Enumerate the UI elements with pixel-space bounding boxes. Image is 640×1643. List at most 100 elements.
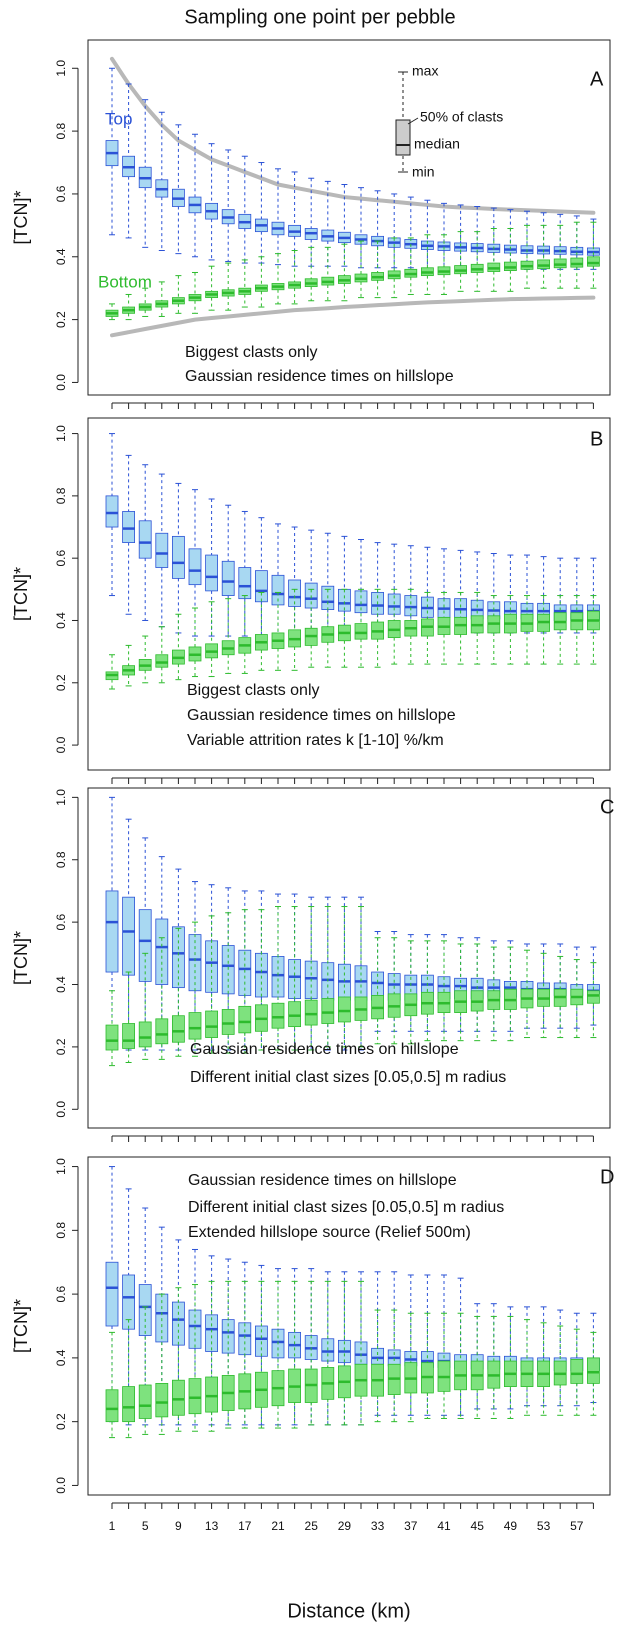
y-tick-label: 0.2	[54, 1413, 68, 1430]
annotation: Biggest clasts only	[187, 682, 320, 699]
annotation: Different initial clast sizes [0.05,0.5]…	[188, 1199, 504, 1216]
box	[155, 1018, 169, 1045]
box	[138, 520, 152, 559]
box	[122, 1023, 135, 1049]
box	[188, 548, 202, 586]
box	[171, 535, 185, 579]
y-tick-label: 0.4	[54, 1349, 68, 1366]
y-tick-label: 0.0	[54, 1101, 68, 1118]
key-leader	[407, 117, 419, 125]
x-tick-label: 9	[175, 1519, 182, 1533]
y-tick-label: 0.8	[54, 1222, 68, 1239]
y-tick-label: 0.2	[54, 1038, 68, 1055]
box	[570, 1359, 584, 1384]
x-axis-label: Distance (km)	[287, 1600, 410, 1622]
box	[587, 256, 600, 267]
y-tick-label: 0.0	[54, 1477, 68, 1494]
key-label: median	[414, 136, 460, 152]
x-tick-label: 57	[570, 1519, 584, 1533]
box	[138, 1021, 152, 1048]
x-tick-label: 41	[437, 1519, 451, 1533]
x-tick-label: 13	[205, 1519, 219, 1533]
box	[404, 595, 418, 617]
box	[271, 1002, 285, 1029]
box	[205, 554, 219, 592]
plot-frame	[87, 1156, 611, 1496]
key-label: min	[412, 164, 435, 180]
y-tick-label: 0.6	[54, 185, 68, 202]
series-label: Top	[105, 109, 132, 128]
box	[205, 1010, 219, 1038]
x-tick-label: 25	[305, 1519, 319, 1533]
box	[221, 560, 235, 596]
box	[238, 567, 252, 600]
box	[105, 1261, 119, 1327]
annotation: Gaussian residence times on hillslope	[187, 707, 456, 724]
panel-label: A	[590, 68, 604, 90]
y-axis-label: [TCN]*	[11, 191, 31, 245]
annotation: Extended hillslope source (Relief 500m)	[188, 1224, 471, 1241]
box	[304, 999, 318, 1026]
panel-label: C	[600, 796, 614, 818]
y-tick-label: 0.8	[54, 122, 68, 139]
y-tick-label: 0.2	[54, 311, 68, 328]
key: max 50% of clasts median min	[395, 63, 503, 180]
x-tick-label: 45	[471, 1519, 485, 1533]
x-tick-label: 49	[504, 1519, 518, 1533]
box	[138, 909, 152, 982]
key-label: max	[412, 63, 438, 79]
box	[188, 1378, 202, 1415]
y-tick-label: 0.6	[54, 913, 68, 930]
x-tick-label: 33	[371, 1519, 385, 1533]
box	[171, 1379, 185, 1416]
box	[138, 1384, 152, 1419]
x-tick-label: 21	[271, 1519, 285, 1533]
annotation: Gaussian residence times on hillslope	[188, 1172, 457, 1189]
box	[138, 1284, 152, 1336]
box	[122, 896, 135, 976]
y-tick-label: 0.4	[54, 612, 68, 629]
box	[553, 258, 567, 269]
box	[171, 926, 185, 989]
y-axis-label: [TCN]*	[11, 567, 31, 621]
box	[188, 1012, 202, 1040]
annotation: Gaussian residence times on hillslope	[185, 368, 454, 385]
box	[205, 1314, 219, 1352]
box	[288, 579, 302, 607]
y-tick-label: 0.6	[54, 550, 68, 567]
x-tick-label: 1	[109, 1519, 116, 1533]
box	[171, 1015, 185, 1043]
box	[321, 998, 335, 1024]
y-tick-label: 0.8	[54, 487, 68, 504]
box	[122, 511, 135, 544]
box	[105, 890, 119, 973]
x-tick-label: 53	[537, 1519, 551, 1533]
series-label: Bottom	[98, 272, 152, 291]
box	[371, 1347, 385, 1365]
box	[221, 1009, 235, 1035]
y-tick-label: 0.2	[54, 674, 68, 691]
x-tick-label: 17	[238, 1519, 252, 1533]
plot-frame	[87, 787, 611, 1129]
annotation: Variable attrition rates k [1-10] %/km	[187, 732, 444, 749]
annotation: Gaussian residence times on hillslope	[190, 1041, 459, 1058]
box	[105, 495, 119, 528]
box	[205, 1376, 219, 1413]
box	[537, 259, 550, 270]
y-tick-label: 1.0	[54, 1158, 68, 1175]
key-box	[395, 119, 411, 156]
box	[570, 257, 584, 268]
chart-title: Sampling one point per pebble	[184, 6, 455, 28]
panel-label: D	[600, 1166, 614, 1188]
x-tick-label: 29	[338, 1519, 352, 1533]
box	[122, 1274, 135, 1330]
plot-frame	[87, 39, 611, 396]
box	[122, 1386, 135, 1423]
annotation: Biggest clasts only	[185, 344, 318, 361]
annotation: Different initial clast sizes [0.05,0.5]…	[190, 1069, 506, 1086]
x-tick-label: 37	[404, 1519, 418, 1533]
box	[587, 1357, 600, 1384]
panel-label: B	[590, 428, 603, 450]
box	[288, 1001, 302, 1028]
box	[354, 965, 368, 1001]
